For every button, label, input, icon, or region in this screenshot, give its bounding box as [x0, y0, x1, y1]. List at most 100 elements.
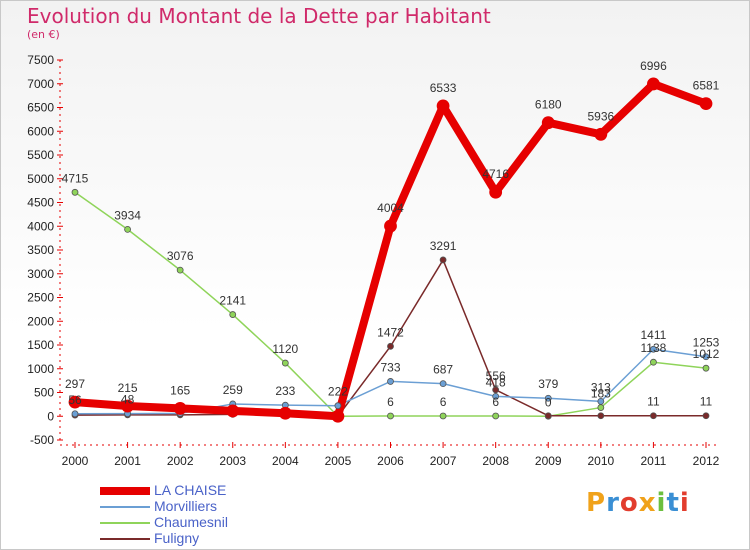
data-label-fuligny: 11: [647, 395, 660, 409]
chart-title: Evolution du Montant de la Dette par Hab…: [27, 4, 491, 28]
data-label-la-chaise: 4004: [377, 201, 404, 215]
data-label-chaumesnil: 6: [440, 395, 447, 409]
data-label-chaumesnil: 2141: [219, 294, 246, 308]
logo-letter: t: [666, 488, 680, 518]
data-label-morvilliers: 1253: [693, 336, 720, 350]
data-point-la-chaise: [594, 127, 608, 141]
x-tick-label: 2012: [693, 454, 720, 468]
data-label-la-chaise: 297: [65, 377, 85, 391]
data-point-fuligny: [702, 412, 710, 420]
x-tick-label: 2005: [325, 454, 352, 468]
legend-label-chaumesnil: Chaumesnil: [154, 514, 228, 530]
logo-letter: i: [679, 488, 690, 518]
data-point-morvilliers: [334, 402, 342, 410]
data-point-fuligny: [439, 256, 447, 264]
x-tick-label: 2008: [482, 454, 509, 468]
data-point-fuligny: [650, 412, 657, 420]
data-point-la-chaise: [278, 406, 292, 420]
x-tick-label: 2000: [62, 454, 89, 468]
data-point-chaumesnil: [650, 358, 657, 366]
data-point-fuligny: [597, 412, 605, 420]
data-label-fuligny: 3291: [430, 239, 457, 253]
data-label-chaumesnil: 3076: [167, 249, 194, 263]
logo-letter: x: [638, 488, 657, 518]
data-point-chaumesnil: [176, 266, 184, 274]
y-tick-label: 1500: [27, 338, 54, 352]
x-tick-label: 2011: [641, 454, 667, 468]
data-point-chaumesnil: [124, 225, 131, 233]
data-point-chaumesnil: [597, 404, 605, 411]
data-label-morvilliers: 233: [275, 384, 295, 398]
data-point-chaumesnil: [439, 412, 447, 420]
y-tick-label: 0: [47, 409, 54, 423]
logo-letter: r: [606, 488, 620, 518]
data-label-la-chaise: 5936: [587, 109, 614, 123]
data-point-la-chaise: [384, 219, 397, 233]
data-label-chaumesnil: 1120: [272, 342, 298, 356]
logo-letter: P: [586, 488, 607, 518]
data-label-la-chaise: 6581: [693, 79, 720, 93]
data-label-morvilliers: 56: [68, 393, 82, 407]
y-tick-label: 5500: [27, 148, 54, 162]
data-label-morvilliers: 313: [591, 380, 611, 394]
data-point-chaumesnil: [71, 188, 79, 196]
y-tick-label: 4500: [27, 196, 54, 210]
data-point-la-chaise: [647, 77, 660, 91]
y-tick-label: 2500: [27, 291, 54, 305]
data-point-fuligny: [544, 412, 552, 420]
data-point-morvilliers: [650, 345, 657, 353]
data-point-chaumesnil: [387, 412, 394, 420]
data-point-chaumesnil: [281, 359, 289, 367]
legend-swatch-la-chaise: [100, 487, 150, 495]
data-point-chaumesnil: [229, 311, 237, 318]
data-point-fuligny: [387, 342, 394, 350]
data-point-la-chaise: [331, 409, 345, 423]
data-point-chaumesnil: [702, 364, 710, 372]
data-point-morvilliers: [387, 378, 394, 385]
data-label-la-chaise: 215: [118, 381, 138, 395]
data-label-morvilliers: 259: [223, 383, 243, 397]
legend-swatch-chaumesnil: [100, 522, 150, 524]
x-tick-label: 2004: [272, 454, 299, 468]
data-point-morvilliers: [597, 397, 605, 405]
data-label-chaumesnil: 0: [545, 395, 552, 409]
x-tick-label: 2007: [430, 454, 457, 468]
data-label-fuligny: 11: [700, 395, 713, 409]
data-point-la-chaise: [436, 99, 450, 113]
data-point-morvilliers: [702, 353, 710, 361]
data-label-la-chaise: 6180: [535, 98, 562, 112]
y-tick-label: 6000: [27, 124, 54, 138]
data-label-fuligny: 1472: [377, 325, 404, 339]
y-tick-label: 3500: [27, 243, 54, 257]
data-label-chaumesnil: 6: [492, 395, 499, 409]
y-tick-label: 500: [34, 386, 54, 400]
x-tick-label: 2006: [377, 454, 404, 468]
data-label-morvilliers: 379: [538, 377, 558, 391]
data-point-la-chaise: [489, 185, 503, 199]
legend-label-morvilliers: Morvilliers: [154, 498, 217, 514]
data-label-morvilliers: 733: [380, 360, 400, 374]
y-tick-label: 7000: [27, 77, 54, 91]
data-point-la-chaise: [68, 395, 82, 409]
chart-unit: (en €): [27, 28, 60, 41]
x-tick-label: 2001: [114, 454, 141, 468]
data-label-fuligny: 556: [486, 369, 506, 383]
data-label-chaumesnil: 1138: [641, 341, 667, 355]
data-point-la-chaise: [173, 402, 187, 415]
x-tick-label: 2009: [535, 454, 562, 468]
data-point-la-chaise: [121, 399, 134, 413]
data-label-la-chaise: 6533: [430, 81, 457, 95]
y-tick-label: 1000: [27, 362, 54, 376]
legend-label-fuligny: Fuligny: [154, 530, 200, 546]
y-tick-label: 3000: [27, 267, 54, 281]
data-point-fuligny: [492, 386, 500, 394]
data-point-chaumesnil: [492, 412, 500, 420]
data-label-chaumesnil: 6: [387, 395, 394, 409]
data-point-morvilliers: [71, 410, 79, 418]
data-point-la-chaise: [226, 404, 240, 418]
y-tick-label: 2000: [27, 314, 54, 328]
y-tick-label: 7500: [27, 53, 54, 67]
proxiti-logo: Proxiti: [586, 488, 690, 518]
data-point-morvilliers: [439, 380, 447, 388]
